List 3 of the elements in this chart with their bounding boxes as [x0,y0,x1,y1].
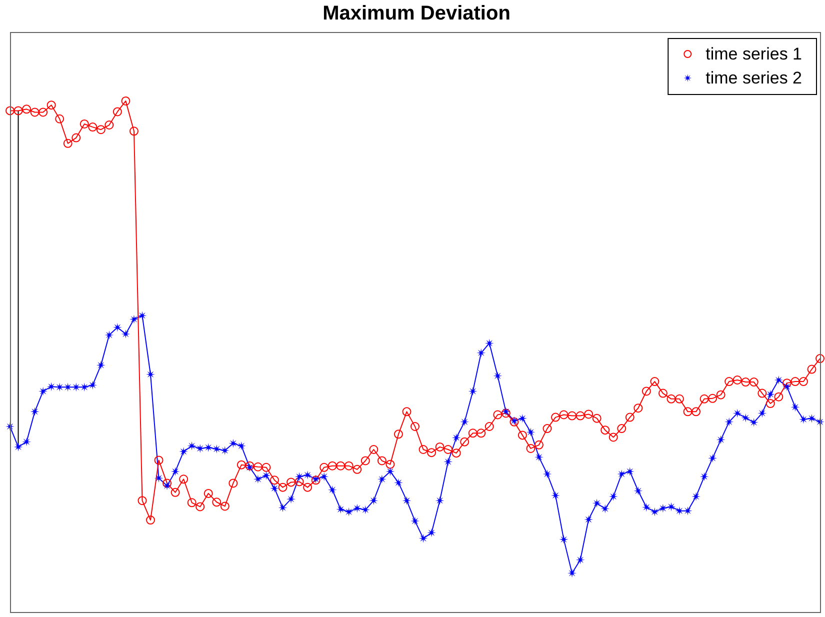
chart-title: Maximum Deviation [322,2,510,25]
legend-label: time series 1 [706,44,802,64]
legend-label: time series 2 [706,68,802,88]
